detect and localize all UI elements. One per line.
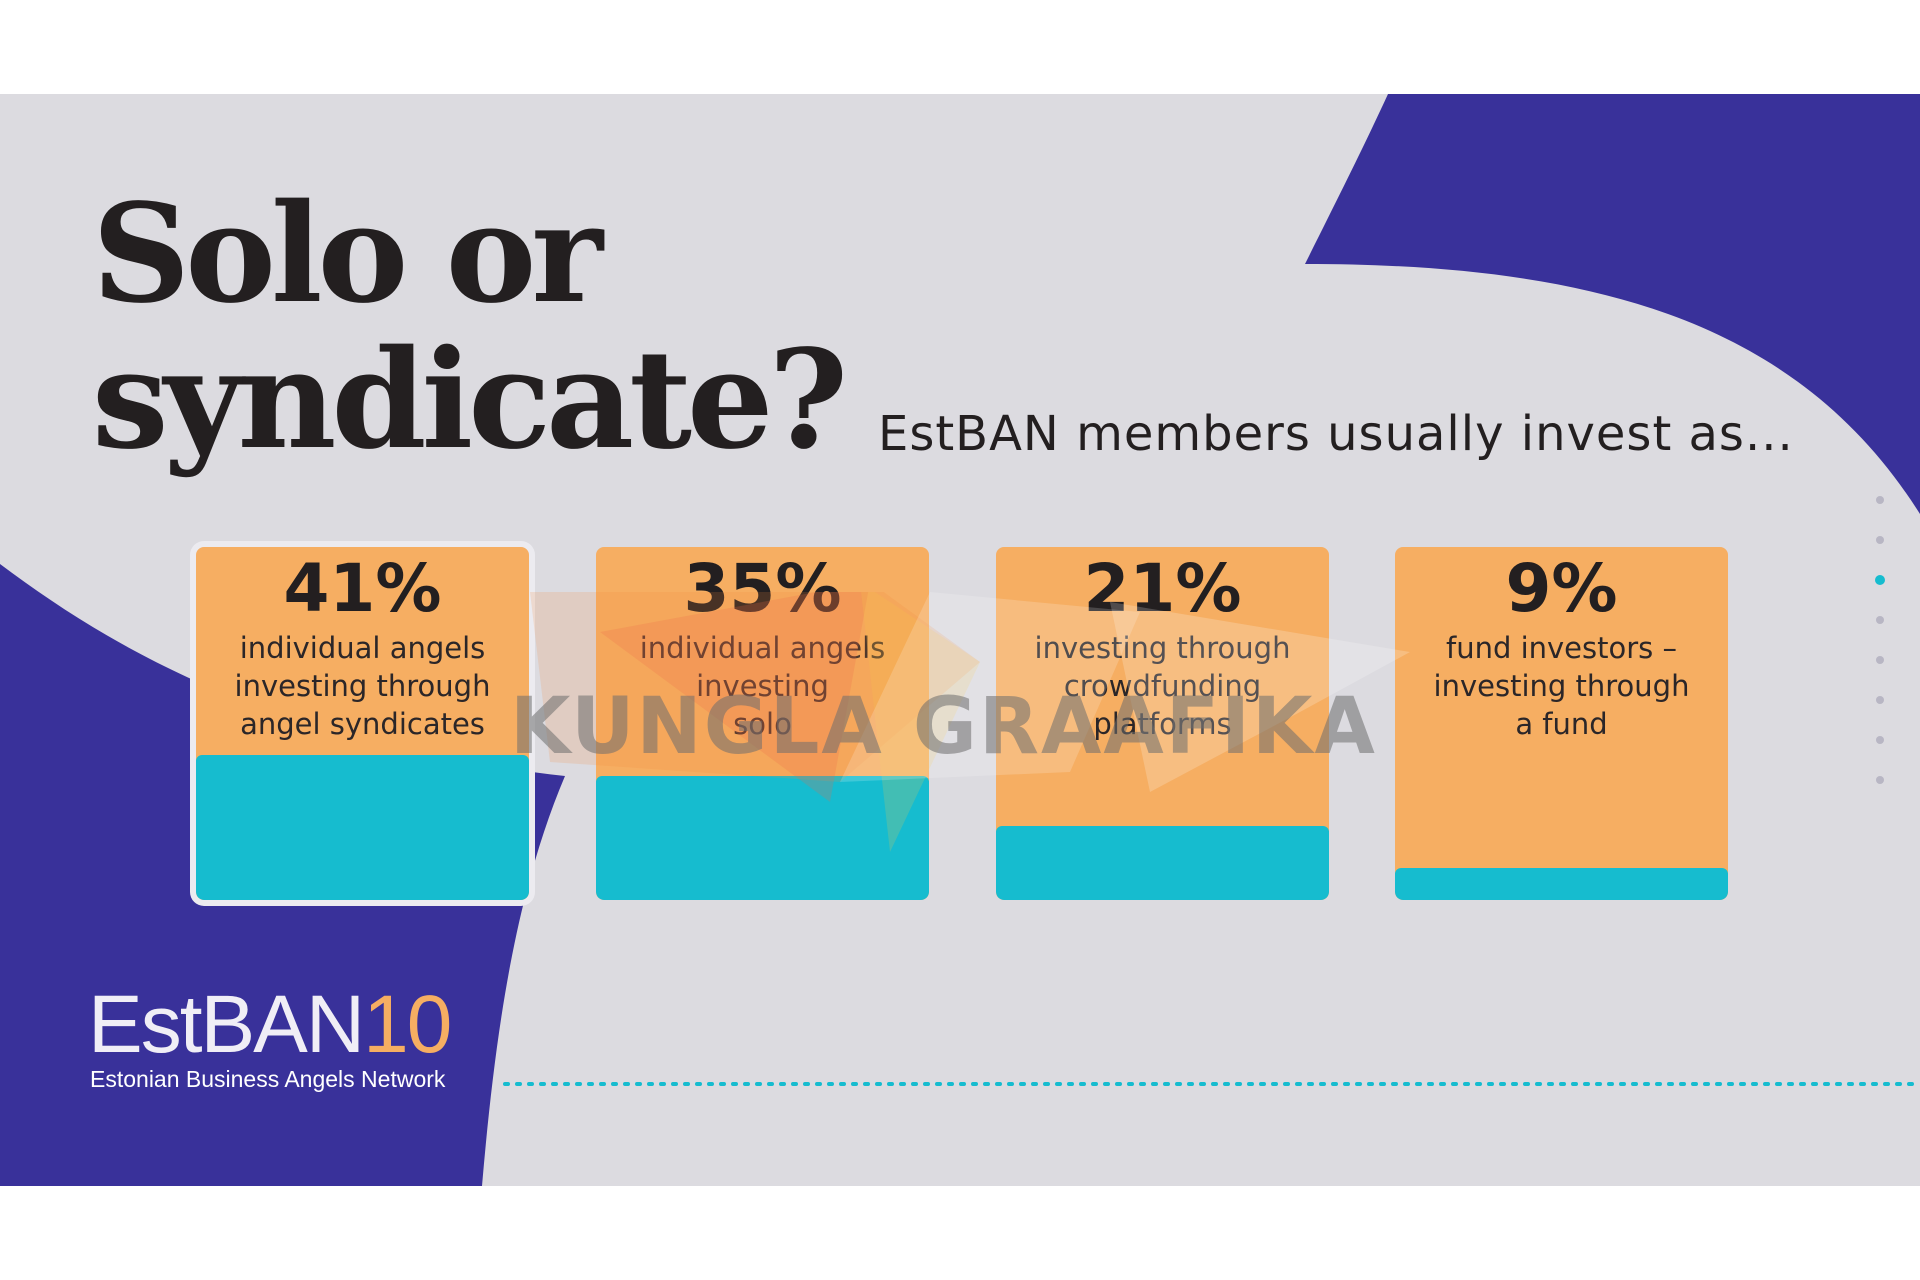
dot-column <box>1875 496 1885 784</box>
bar-category-label: individual angels investing through angel … <box>202 629 523 743</box>
bar-fill <box>596 776 929 900</box>
bar-value-label: 35% <box>683 550 842 627</box>
watermark-text: KUNGLA GRAAFIKA <box>510 682 1377 772</box>
bar-category-line: investing <box>696 669 829 703</box>
bar-category-line: investing through <box>234 669 491 703</box>
bar-category-line: individual angels <box>639 631 886 665</box>
bar-fill <box>196 755 529 900</box>
logo-tagline: Estonian Business Angels Network <box>90 1066 446 1092</box>
bar-card: 9% fund investors – investing through a fun… <box>1395 547 1728 900</box>
bar-fill <box>996 826 1329 900</box>
bar-category-line: solo <box>733 707 792 741</box>
title-line-2: syndicate? <box>92 320 848 480</box>
bar-card: 35% individual angels investing solo <box>596 547 929 900</box>
bar-category-line: fund investors – <box>1445 631 1677 665</box>
bar-category-label: individual angels investing solo <box>602 629 923 743</box>
logo-number: 10 <box>363 979 452 1070</box>
bar-value-label: 41% <box>283 550 442 627</box>
bar-category-label: fund investors – investing through a fund <box>1401 629 1722 743</box>
bar-card: 21% investing through crowdfunding platform… <box>996 547 1329 900</box>
bar-category-line: a fund <box>1515 707 1608 741</box>
bar-category-line: angel syndicates <box>240 707 485 741</box>
bar-category-line: crowdfunding <box>1063 669 1262 703</box>
bar-category-line: platforms <box>1093 707 1232 741</box>
bar-card: 41% individual angels investing through ang… <box>196 547 529 900</box>
bar-category-line: investing through <box>1433 669 1690 703</box>
estban-logo: EstBAN10 <box>88 984 452 1066</box>
bar-fill <box>1395 868 1728 900</box>
infographic-canvas: Solo or syndicate? EstBAN members usuall… <box>0 94 1920 1186</box>
bar-category-label: investing through crowdfunding platforms <box>1002 629 1323 743</box>
bar-value-label: 21% <box>1083 550 1242 627</box>
bar-category-line: individual angels <box>239 631 486 665</box>
logo-wordmark: EstBAN <box>88 979 365 1070</box>
bar-category-line: investing through <box>1034 631 1291 665</box>
subtitle: EstBAN members usually invest as... <box>878 406 1794 462</box>
navy-shape-top-right <box>1305 94 1920 514</box>
bar-value-label: 9% <box>1505 550 1618 627</box>
title-line-1: Solo or <box>92 174 603 334</box>
